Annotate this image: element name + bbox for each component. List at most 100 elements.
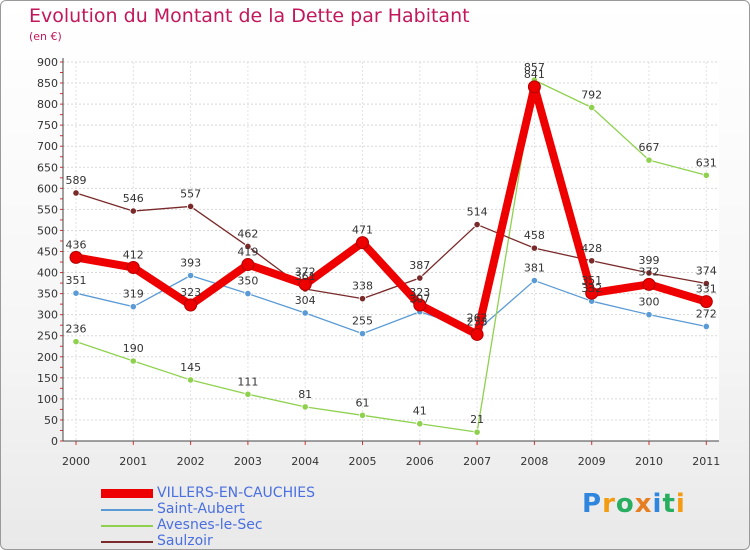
y-tick-label: 650	[37, 161, 58, 174]
x-tick-label: 2002	[177, 455, 205, 468]
data-label: 272	[696, 307, 717, 320]
data-label: 419	[237, 246, 258, 259]
data-label: 111	[237, 375, 258, 388]
y-tick-label: 0	[51, 435, 58, 448]
data-point	[588, 257, 596, 265]
data-label: 792	[581, 88, 602, 101]
data-label: 462	[237, 227, 258, 240]
data-label: 372	[639, 265, 660, 278]
x-tick-label: 2011	[692, 455, 720, 468]
data-point	[413, 298, 427, 312]
data-label: 307	[409, 293, 430, 306]
y-tick-label: 750	[37, 119, 58, 132]
y-tick-label: 400	[37, 267, 58, 280]
legend-swatch	[101, 509, 153, 511]
data-label: 557	[180, 187, 201, 200]
data-point	[585, 286, 599, 300]
data-point	[187, 271, 195, 280]
y-tick-label: 450	[37, 246, 58, 259]
y-tick-label: 300	[37, 309, 58, 322]
y-tick-label: 800	[37, 98, 58, 111]
data-point	[187, 376, 195, 384]
data-point	[356, 236, 369, 250]
data-label: 589	[66, 174, 87, 187]
data-label: 41	[413, 405, 427, 418]
proxiti-logo: Proxiti	[582, 489, 686, 519]
series-line-villers-en-cauchies	[72, 82, 711, 339]
logo-letter: t	[662, 489, 676, 519]
data-label: 436	[66, 238, 87, 251]
data-label: 61	[356, 396, 370, 409]
y-tick-label: 600	[37, 182, 58, 195]
logo-letter: i	[652, 489, 663, 519]
data-label: 331	[696, 283, 717, 296]
data-label: 428	[581, 242, 602, 255]
x-tick-label: 2001	[119, 455, 147, 468]
data-label: 393	[180, 257, 201, 270]
data-point	[588, 103, 596, 112]
y-tick-label: 50	[44, 414, 58, 427]
data-label: 351	[66, 274, 87, 287]
data-label: 236	[66, 323, 87, 336]
legend-label: Avesnes-le-Sec	[157, 517, 263, 533]
data-label: 412	[123, 249, 144, 262]
legend-swatch	[101, 525, 153, 527]
x-tick-label: 2007	[463, 455, 491, 468]
legend-swatch	[101, 541, 153, 543]
data-point	[527, 80, 541, 94]
series-line-saint-aubert	[75, 274, 707, 335]
legend-label: Saint-Aubert	[157, 501, 245, 517]
logo-letter: r	[602, 489, 616, 519]
data-label: 399	[639, 254, 660, 267]
x-tick-label: 2003	[234, 455, 262, 468]
data-label: 300	[639, 296, 660, 309]
y-tick-label: 500	[37, 224, 58, 237]
y-tick-label: 200	[37, 351, 58, 364]
data-point	[358, 411, 367, 419]
data-point	[129, 303, 137, 311]
legend-swatch	[101, 489, 153, 498]
data-label: 81	[298, 388, 312, 401]
data-point	[298, 277, 312, 291]
data-point	[473, 428, 481, 436]
data-label: 304	[295, 294, 316, 307]
data-point	[645, 311, 653, 319]
y-tick-label: 350	[37, 288, 58, 301]
data-point	[699, 295, 713, 309]
data-label: 514	[467, 206, 488, 219]
data-point	[244, 242, 252, 251]
data-point	[416, 420, 424, 428]
y-tick-label: 150	[37, 372, 58, 385]
data-point	[645, 269, 653, 277]
y-tick-label: 100	[37, 393, 58, 406]
data-point	[244, 290, 252, 298]
data-point	[241, 258, 255, 272]
data-point	[129, 207, 137, 215]
data-label: 361	[295, 270, 316, 283]
chart-title: Evolution du Montant de la Dette par Hab…	[29, 5, 470, 27]
data-label: 546	[123, 192, 144, 205]
data-label: 841	[524, 68, 545, 81]
data-label: 667	[639, 141, 660, 154]
data-label: 21	[470, 413, 484, 426]
data-label: 351	[581, 274, 602, 287]
data-label: 323	[409, 286, 430, 299]
x-tick-label: 2006	[406, 455, 434, 468]
data-label: 458	[524, 229, 545, 242]
data-point	[301, 403, 309, 411]
series-line-avesnes-le-sec	[75, 79, 707, 433]
data-point	[530, 244, 539, 252]
data-label: 262	[467, 312, 488, 325]
data-point	[473, 220, 481, 229]
x-tick-label: 2000	[62, 455, 90, 468]
data-label: 372	[295, 265, 316, 278]
x-tick-label: 2008	[520, 455, 548, 468]
data-point	[72, 338, 80, 346]
x-tick-label: 2005	[349, 455, 377, 468]
data-label: 145	[180, 361, 201, 374]
x-tick-label: 2004	[291, 455, 319, 468]
data-point	[72, 189, 80, 197]
data-point	[358, 295, 367, 303]
data-label: 471	[352, 224, 373, 237]
